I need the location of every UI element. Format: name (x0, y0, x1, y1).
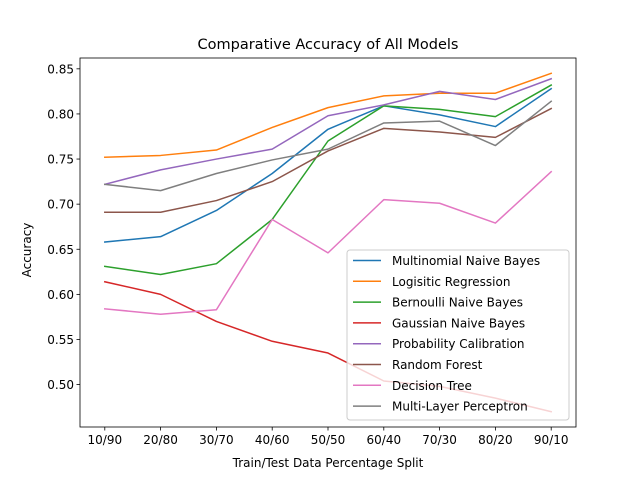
legend-label-2: Bernoulli Naive Bayes (392, 296, 523, 310)
series-line-7 (103, 100, 553, 192)
x-tick-label: 30/70 (199, 433, 234, 447)
x-tick-label: 60/40 (367, 433, 402, 447)
x-axis-label: Train/Test Data Percentage Split (232, 456, 424, 470)
y-tick-label: 0.75 (47, 153, 74, 167)
x-tick-label: 90/10 (534, 433, 569, 447)
series-line-1 (104, 72, 553, 159)
legend-label-3: Gaussian Naive Bayes (392, 316, 525, 330)
legend-box (346, 249, 570, 421)
x-tick-label: 70/30 (422, 433, 457, 447)
series-line-4 (103, 77, 553, 186)
y-tick-label: 0.70 (47, 198, 74, 212)
legend-label-7: Multi-Layer Perceptron (392, 400, 528, 414)
series-line-6 (103, 170, 553, 315)
axes-layer: 10/90 20/80 30/70 40/60 50/50 60/40 70/30 80/20… (47, 57, 577, 447)
y-axis-label: Accuracy (20, 223, 34, 278)
x-tick-label: 80/20 (478, 433, 513, 447)
y-tick-label: 0.80 (47, 107, 74, 121)
y-tick-label: 0.85 (47, 62, 74, 76)
x-tick-label: 10/90 (88, 433, 123, 447)
legend-label-4: Probability Calibration (392, 337, 525, 351)
y-tick-label: 0.55 (47, 333, 74, 347)
legend-label-0: Multinomial Naive Bayes (392, 254, 540, 268)
y-tick-label: 0.65 (47, 243, 74, 257)
series-layer (103, 72, 553, 413)
legend-label-5: Random Forest (392, 358, 483, 372)
legend-label-6: Decision Tree (392, 379, 472, 393)
legend: Multinomial Naive Bayes Logisitic Regress… (346, 249, 570, 421)
y-tick-label: 0.50 (47, 378, 74, 392)
series-line-0 (103, 87, 553, 243)
chart-title: Comparative Accuracy of All Models (198, 37, 459, 53)
legend-label-1: Logisitic Regression (392, 275, 510, 289)
series-line-2 (103, 84, 553, 276)
x-tick-label: 50/50 (311, 433, 346, 447)
y-tick-label: 0.60 (47, 288, 74, 302)
x-tick-label: 40/60 (255, 433, 290, 447)
x-tick-label: 20/80 (143, 433, 178, 447)
series-line-5 (104, 107, 553, 214)
